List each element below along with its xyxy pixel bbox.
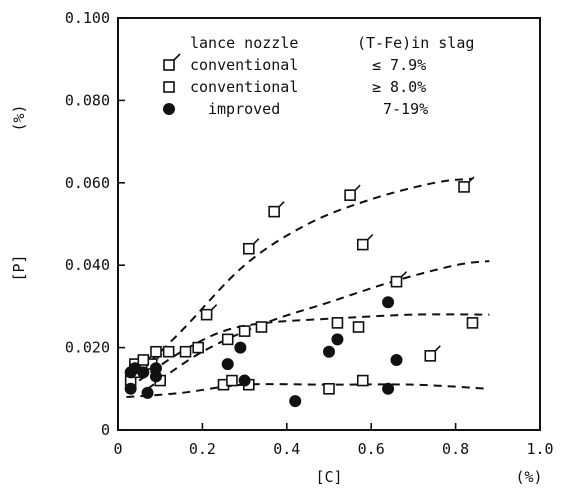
point-improved	[124, 382, 137, 395]
x-axis-ticks: 0 0.2 0.4 0.6 0.8 1.0	[113, 423, 554, 458]
dashed-trend-curve	[138, 313, 490, 382]
legend: lance nozzle (T-Fe)in slag conventional …	[163, 34, 474, 118]
point-conventional-high-tfe	[352, 321, 365, 333]
x-tick-label: 0.6	[358, 440, 385, 458]
dashed-trend-curve	[129, 177, 473, 382]
legend-marker-filled-circle	[163, 103, 175, 115]
point-conventional-high-tfe	[150, 345, 162, 358]
x-axis-unit: (%)	[515, 468, 542, 486]
point-improved	[137, 366, 150, 379]
x-tick-label: 0	[113, 440, 122, 458]
legend-marker-flagged-square	[163, 53, 181, 71]
legend-entry-2-slag: ≥ 8.0%	[372, 78, 426, 96]
point-improved	[141, 386, 154, 399]
x-tick-label: 1.0	[526, 440, 553, 458]
point-conventional-high-tfe	[221, 333, 234, 346]
point-conventional-high-tfe	[162, 345, 175, 358]
legend-entry-1-slag: ≤ 7.9%	[372, 56, 426, 74]
legend-marker-open-square	[163, 81, 175, 93]
y-axis-ticks: 0 0.020 0.040 0.060 0.080 0.100	[65, 9, 125, 439]
point-improved	[238, 374, 251, 387]
point-conventional-low-tfe	[268, 201, 285, 218]
point-improved	[331, 333, 344, 346]
point-conventional-high-tfe	[255, 321, 268, 333]
point-improved	[390, 353, 403, 366]
point-conventional-low-tfe	[200, 304, 218, 321]
fit-curves	[126, 177, 490, 399]
point-improved	[323, 345, 335, 358]
y-tick-label: 0	[101, 421, 110, 439]
point-improved	[382, 382, 395, 395]
y-tick-label: 0.060	[65, 174, 110, 192]
point-improved	[221, 358, 234, 371]
y-tick-label: 0.100	[65, 9, 110, 27]
x-tick-label: 0.2	[189, 440, 216, 458]
x-axis-label: [C]	[315, 468, 342, 486]
point-conventional-low-tfe	[424, 345, 441, 362]
point-conventional-high-tfe	[137, 354, 150, 366]
point-improved	[382, 296, 395, 309]
point-conventional-low-tfe	[243, 238, 260, 255]
point-conventional-high-tfe	[323, 382, 335, 395]
legend-entry-1-nozzle: conventional	[190, 56, 298, 74]
data-points	[124, 176, 479, 408]
legend-entry-3-nozzle: improved	[208, 100, 280, 118]
point-conventional-high-tfe	[356, 374, 369, 387]
y-axis-unit: (%)	[10, 104, 28, 131]
point-conventional-low-tfe	[356, 234, 374, 251]
point-conventional-low-tfe	[390, 271, 408, 288]
point-improved	[234, 341, 247, 354]
legend-entry-3-slag: 7-19%	[383, 100, 428, 118]
plot-frame	[117, 17, 541, 431]
point-conventional-low-tfe	[458, 176, 475, 193]
dashed-trend-curve	[146, 260, 490, 390]
legend-header-slag: (T-Fe)in slag	[357, 34, 474, 52]
legend-header-nozzle: lance nozzle	[190, 34, 298, 52]
point-conventional-low-tfe	[344, 184, 361, 201]
y-tick-label: 0.040	[65, 256, 110, 274]
y-tick-label: 0.080	[65, 91, 110, 109]
y-tick-label: 0.020	[65, 339, 110, 357]
point-conventional-high-tfe	[179, 345, 192, 358]
x-tick-label: 0.4	[273, 440, 300, 458]
x-tick-label: 0.8	[442, 440, 469, 458]
point-conventional-high-tfe	[238, 325, 251, 337]
point-conventional-high-tfe	[466, 317, 479, 329]
point-improved	[289, 395, 302, 408]
point-conventional-high-tfe	[226, 374, 238, 387]
legend-entry-2-nozzle: conventional	[190, 78, 298, 96]
point-conventional-high-tfe	[192, 341, 204, 354]
point-improved	[149, 362, 162, 375]
point-improved	[149, 370, 162, 383]
dashed-trend-curve	[126, 383, 490, 399]
y-axis-label: [P]	[10, 254, 28, 281]
point-conventional-high-tfe	[331, 317, 344, 329]
